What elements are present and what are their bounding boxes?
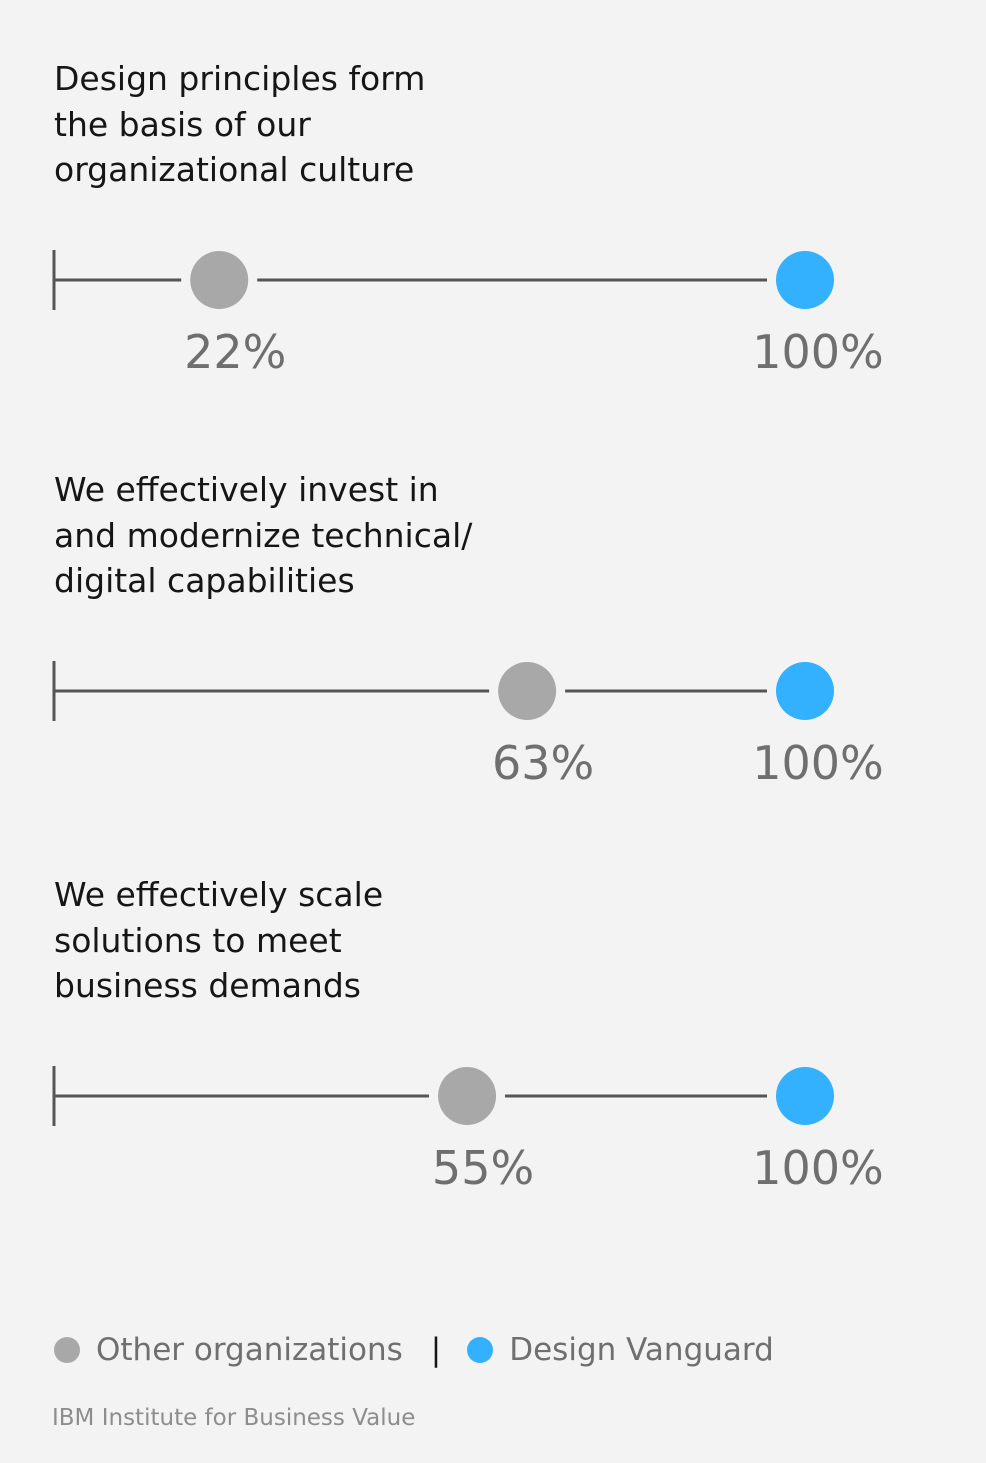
point-design-vanguard	[776, 662, 834, 720]
legend-separator: |	[430, 1332, 442, 1368]
dumbbell-track: 55% 100%	[52, 1066, 884, 1195]
point-other-organizations	[190, 251, 249, 309]
point-other-organizations	[438, 1067, 497, 1125]
value-label-vanguard: 100%	[752, 325, 884, 379]
category-title: We effectively invest in and modernize t…	[54, 470, 473, 600]
point-other-organizations	[498, 662, 557, 720]
dumbbell-track: 63% 100%	[52, 661, 884, 790]
category-title: Design principles form the basis of our …	[54, 59, 426, 189]
point-design-vanguard	[776, 1067, 834, 1125]
value-label-other: 55%	[432, 1141, 534, 1195]
value-label-vanguard: 100%	[752, 1141, 884, 1195]
legend-other-label: Other organizations	[96, 1332, 403, 1368]
legend-vanguard-label: Design Vanguard	[509, 1332, 774, 1368]
legend: Other organizations | Design Vanguard	[54, 1330, 774, 1370]
value-label-other: 63%	[492, 736, 594, 790]
source-note: IBM Institute for Business Value	[52, 1405, 416, 1431]
dumbbell-track: 22% 100%	[52, 250, 884, 379]
point-design-vanguard	[776, 251, 834, 309]
category-title: We effectively scale solutions to meet b…	[54, 875, 384, 1005]
legend-vanguard-swatch	[467, 1337, 494, 1363]
legend-other-swatch	[54, 1337, 80, 1363]
value-label-vanguard: 100%	[752, 736, 884, 790]
value-label-other: 22%	[184, 325, 286, 379]
